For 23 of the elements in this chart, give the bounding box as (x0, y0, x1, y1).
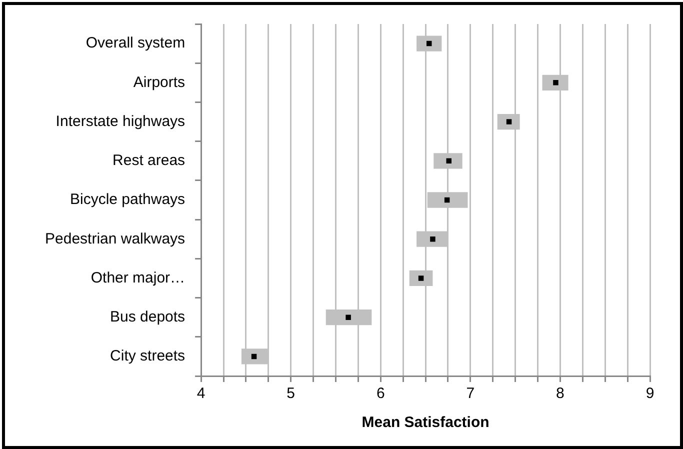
x-tick-label: 6 (376, 385, 385, 402)
point (444, 197, 450, 203)
y-tick-label: Rest areas (112, 152, 186, 170)
y-tick-label: Bus depots (110, 308, 186, 326)
point (446, 158, 452, 164)
point (251, 354, 257, 360)
y-tick-label: Pedestrian walkways (45, 230, 186, 248)
x-tick-label: 4 (196, 385, 206, 402)
y-tick-label: Overall system (86, 34, 186, 52)
x-tick-label: 9 (646, 385, 654, 402)
x-tick-label: 5 (286, 385, 296, 402)
point (553, 80, 558, 86)
point (426, 40, 432, 46)
y-tick-label: Airports (133, 74, 186, 91)
y-tick-label: Bicycle pathways (70, 191, 186, 208)
y-tick-label: Interstate highways (56, 112, 186, 130)
x-tick-label: 8 (556, 385, 564, 402)
y-tick-label: Other major… (90, 269, 186, 286)
point (346, 314, 351, 320)
point (430, 236, 436, 242)
y-tick-label: City streets (110, 348, 186, 365)
x-tick-label: 7 (466, 385, 475, 402)
x-axis-title: Mean Satisfaction (362, 414, 490, 432)
